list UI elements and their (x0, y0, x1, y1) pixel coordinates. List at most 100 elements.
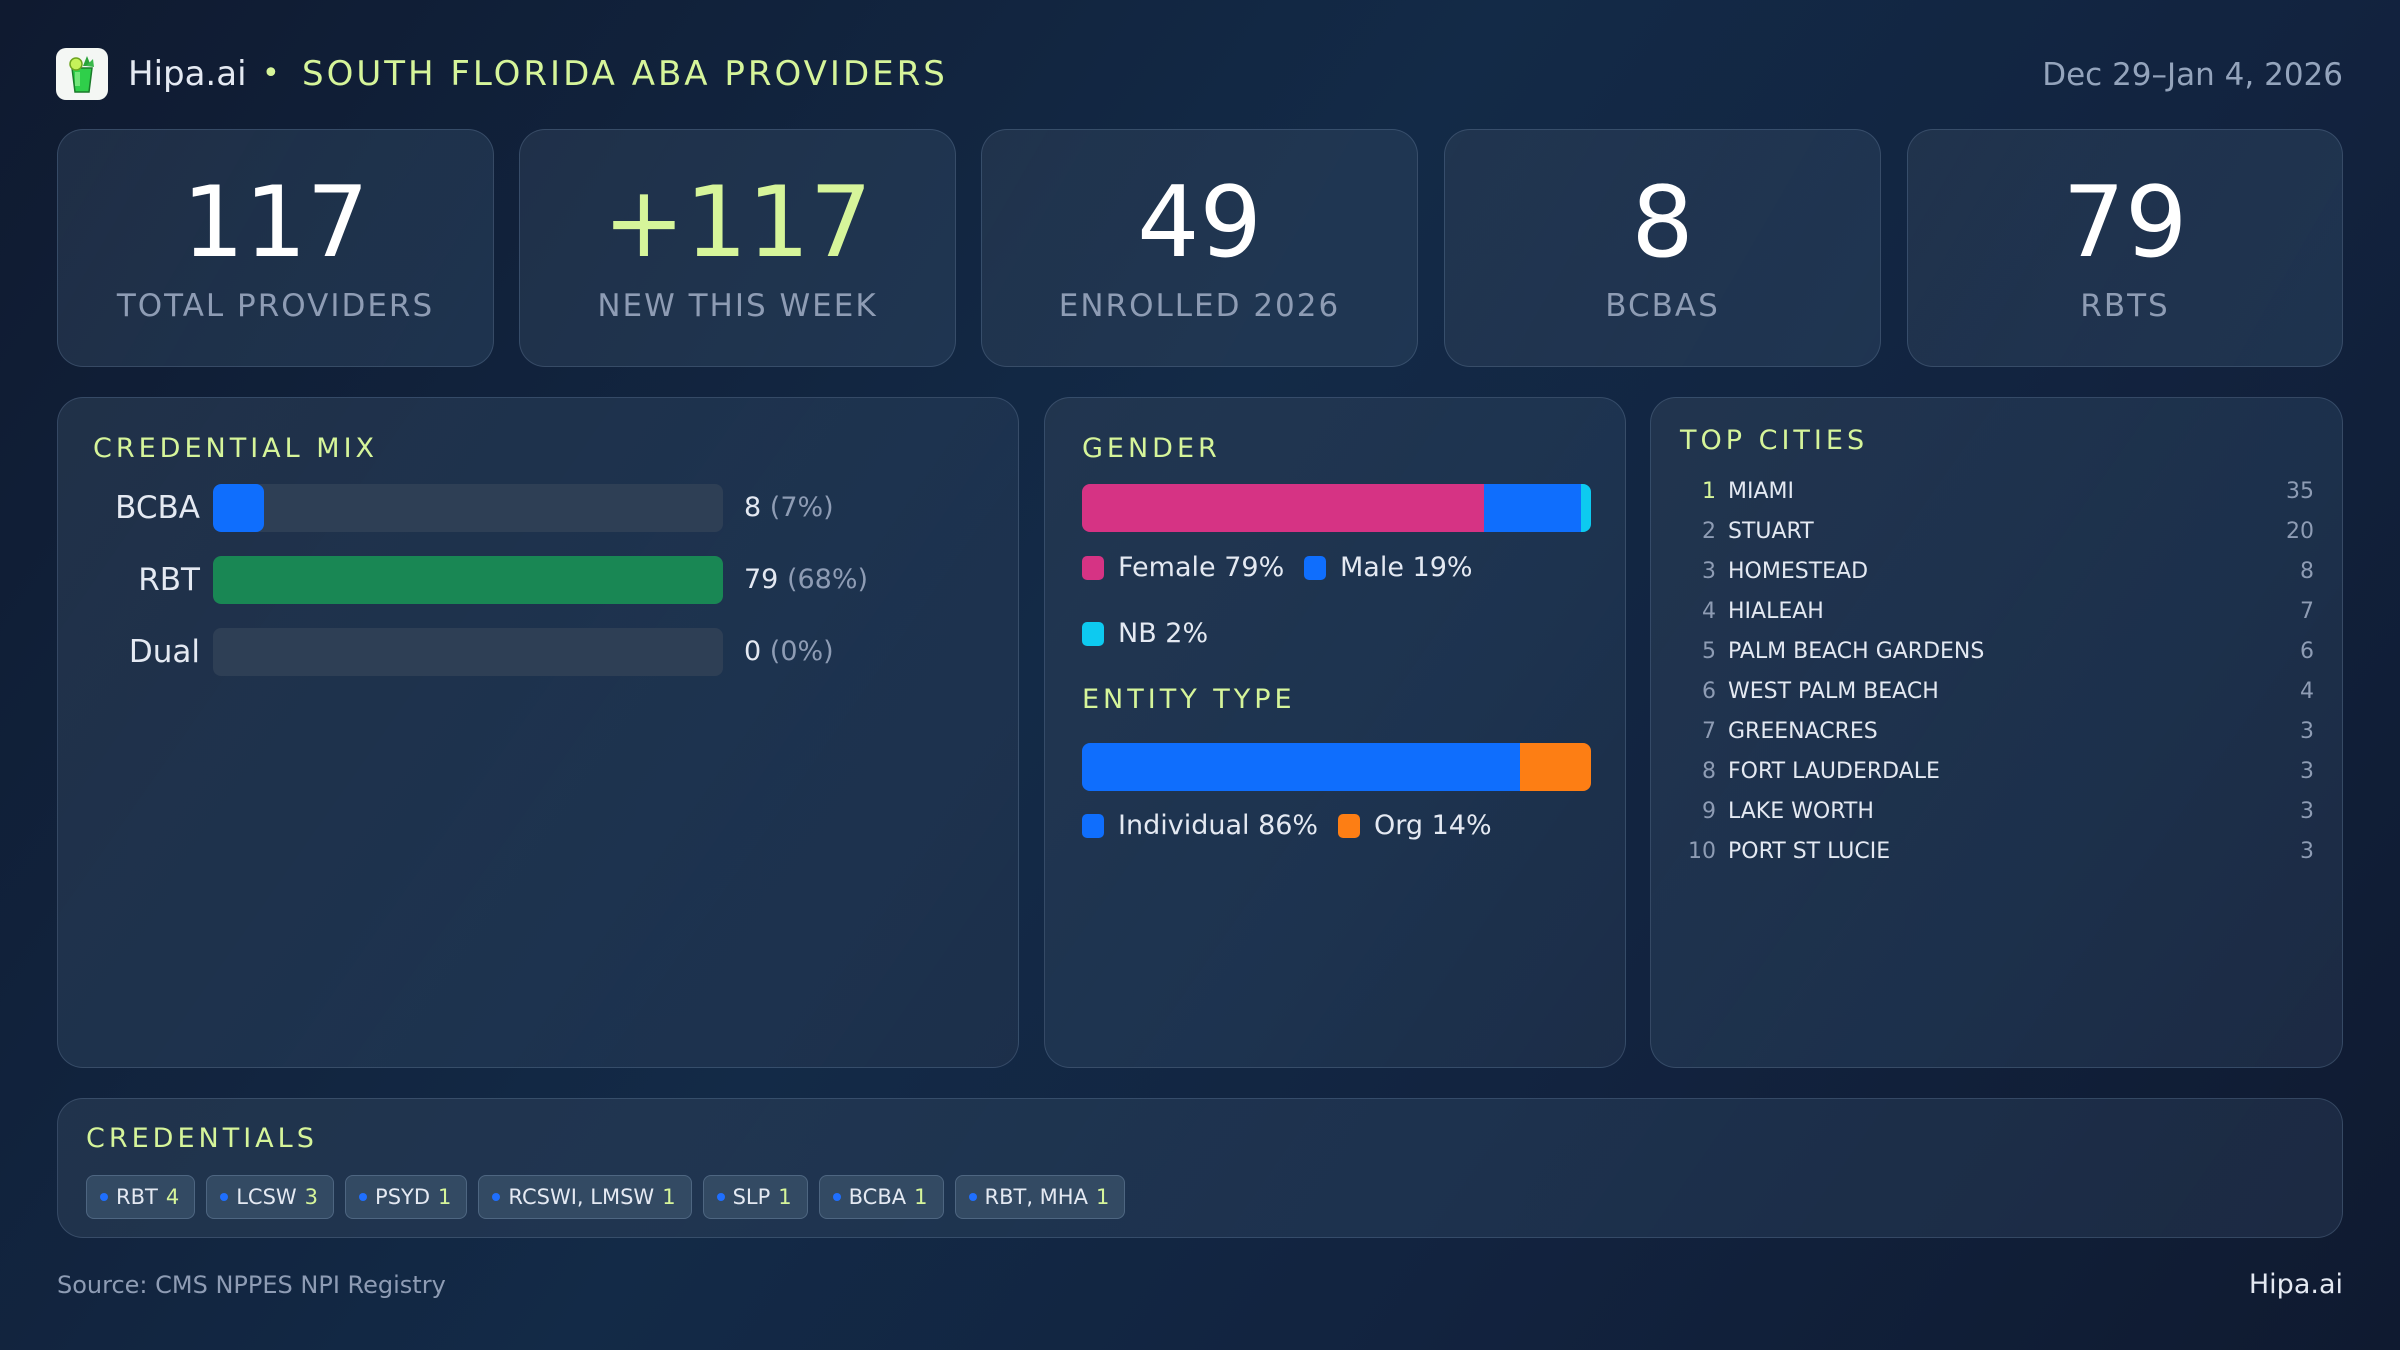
chip-count: 4 (165, 1185, 180, 1209)
legend-swatch (1082, 556, 1104, 580)
dot-icon (100, 1193, 108, 1201)
stat-card-rbts: 79 RBTS (1907, 129, 2343, 367)
dot-icon (220, 1193, 229, 1201)
entity-stacked-bar (1082, 743, 1591, 791)
mix-bar-rbt (213, 556, 723, 604)
gender-segment-nb (1580, 484, 1591, 532)
city-row: 7 GREENACRES 3 (1680, 712, 2314, 752)
mix-bar-bcba (213, 484, 723, 532)
stat-label: ENROLLED 2026 (1058, 288, 1341, 324)
city-row: 2 STUART 20 (1680, 512, 2314, 552)
dot-icon (832, 1193, 841, 1201)
mix-value-dual: 0 (0%) (744, 628, 834, 676)
panel-title: CREDENTIAL MIX (93, 433, 379, 464)
credential-chip[interactable]: BCBA 1 (818, 1175, 944, 1219)
stat-label: BCBAS (1605, 288, 1720, 324)
stat-label: NEW THIS WEEK (597, 288, 878, 324)
chip-count: 3 (304, 1185, 319, 1209)
gender-segment-female (1082, 484, 1485, 532)
chip-count: 1 (1095, 1185, 1110, 1209)
stat-label: TOTAL PROVIDERS (116, 288, 435, 324)
legend-swatch (1304, 556, 1326, 580)
mix-bar-fill (213, 556, 723, 604)
city-row: 9 LAKE WORTH 3 (1680, 792, 2314, 832)
city-count: 20 (2286, 519, 2314, 544)
city-rank: 5 (1702, 639, 1716, 664)
city-row: 4 HIALEAH 7 (1680, 592, 2314, 632)
city-row: 5 PALM BEACH GARDENS 6 (1680, 632, 2314, 672)
city-count: 3 (2300, 799, 2314, 824)
mix-value-bcba: 8 (7%) (744, 484, 834, 532)
city-rank: 10 (1688, 839, 1716, 864)
credential-chip[interactable]: PSYD 1 (345, 1175, 468, 1219)
stat-card-enrolled-2026: 49 ENROLLED 2026 (981, 129, 1418, 367)
city-rank: 4 (1702, 599, 1716, 624)
city-name: GREENACRES (1728, 719, 1878, 744)
legend-nb: NB 2% (1082, 616, 1208, 652)
dot-icon (716, 1193, 725, 1201)
city-count: 3 (2300, 759, 2314, 784)
dot-icon (968, 1193, 977, 1201)
mix-value-rbt: 79 (68%) (744, 556, 868, 604)
stat-value: +117 (602, 166, 873, 280)
city-name: PALM BEACH GARDENS (1728, 639, 1985, 664)
city-count: 7 (2300, 599, 2314, 624)
legend-swatch (1082, 622, 1104, 646)
mix-pct: (7%) (769, 492, 834, 523)
mix-label-dual: Dual (128, 634, 200, 670)
legend-org: Org 14% (1338, 808, 1492, 844)
legend-label: Female 79% (1118, 552, 1285, 583)
chip-label: RBT, MHA (984, 1185, 1088, 1209)
top-cities-panel: TOP CITIES 1 MIAMI 35 2 STUART 20 3 HOMESTEAD… (1650, 397, 2343, 1068)
city-name: PORT ST LUCIE (1728, 839, 1891, 864)
date-range: Dec 29–Jan 4, 2026 (2042, 57, 2343, 93)
legend-label: Org 14% (1374, 810, 1492, 841)
chip-count: 1 (438, 1185, 452, 1209)
city-count: 35 (2286, 479, 2314, 504)
city-count: 4 (2300, 679, 2314, 704)
stat-value: 8 (1631, 166, 1694, 280)
mix-pct: (68%) (786, 564, 869, 595)
legend-male: Male 19% (1304, 550, 1473, 586)
stat-card-new-this-week: +117 NEW THIS WEEK (519, 129, 956, 367)
city-row: 6 WEST PALM BEACH 4 (1680, 672, 2314, 712)
city-count: 8 (2300, 559, 2314, 584)
mix-bar-fill (213, 484, 264, 532)
legend-label: Individual 86% (1118, 810, 1319, 841)
legend-label: Male 19% (1340, 552, 1473, 583)
chip-label: SLP (732, 1185, 771, 1209)
credential-chip[interactable]: RBT 4 (86, 1175, 196, 1219)
chip-label: BCBA (848, 1185, 907, 1209)
footer-brand: Hipa.ai (2248, 1269, 2343, 1300)
mix-count: 79 (744, 564, 779, 595)
credential-chip[interactable]: LCSW 3 (206, 1175, 335, 1219)
stat-card-total-providers: 117 TOTAL PROVIDERS (57, 129, 494, 367)
credential-chip[interactable]: RBT, MHA 1 (954, 1175, 1126, 1219)
chip-label: RBT (116, 1185, 158, 1209)
city-rank: 7 (1702, 719, 1716, 744)
chip-label: PSYD (375, 1185, 431, 1209)
credential-chip[interactable]: RCSWI, LMSW 1 (478, 1175, 692, 1219)
mix-label-bcba: BCBA (115, 490, 200, 526)
entity-segment-individual (1082, 743, 1520, 791)
source-note: Source: CMS NPPES NPI Registry (57, 1271, 446, 1299)
city-rank: 6 (1702, 679, 1716, 704)
credential-mix-panel: CREDENTIAL MIX BCBA 8 (7%) RBT 79 (68%) … (57, 397, 1019, 1068)
entity-type-title: ENTITY TYPE (1082, 684, 1296, 715)
credential-chip[interactable]: SLP 1 (702, 1175, 808, 1219)
credential-chip-list: RBT 4 LCSW 3 PSYD 1 RCSWI, LMSW 1 SLP 1 BCBA 1… (86, 1175, 1126, 1219)
dot-icon (359, 1193, 368, 1201)
credentials-panel: CREDENTIALS RBT 4 LCSW 3 PSYD 1 RCSWI, LMSW… (57, 1098, 2343, 1238)
mojito-glass-icon (69, 56, 94, 93)
mix-label-rbt: RBT (138, 562, 200, 598)
gender-title: GENDER (1082, 433, 1221, 464)
chip-label: LCSW (236, 1185, 297, 1209)
city-name: MIAMI (1728, 479, 1794, 504)
stat-value: 117 (181, 166, 370, 280)
legend-individual: Individual 86% (1082, 808, 1318, 844)
city-rank: 9 (1702, 799, 1716, 824)
logo (56, 48, 108, 100)
panel-title: TOP CITIES (1680, 425, 1869, 456)
city-rank: 1 (1702, 479, 1716, 504)
chip-label: RCSWI, LMSW (508, 1185, 655, 1209)
